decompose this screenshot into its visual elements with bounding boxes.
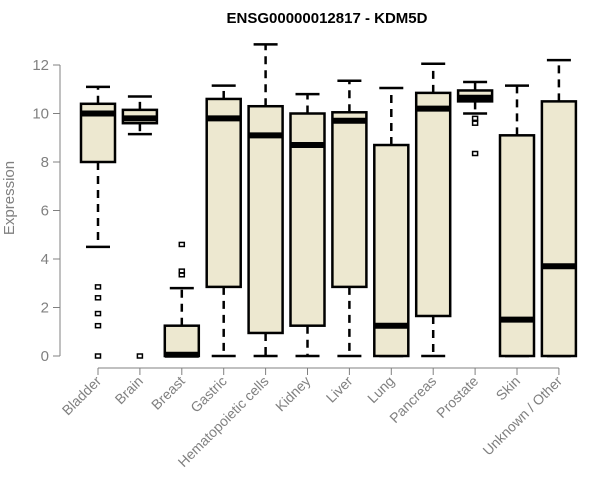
x-tick-label: Brain xyxy=(112,373,146,407)
box-pancreas xyxy=(414,62,452,358)
y-tick-label: 6 xyxy=(41,203,49,220)
x-tick-label: Bladder xyxy=(59,373,105,419)
x-tick-label: Prostate xyxy=(433,373,481,421)
box-breast xyxy=(163,241,201,358)
y-axis-label: Expression xyxy=(1,161,18,235)
outlier-point xyxy=(178,268,186,274)
box-kidney xyxy=(289,92,326,358)
box-bladder xyxy=(79,85,117,359)
x-tick-label: Pancreas xyxy=(386,373,439,426)
y-tick-label: 0 xyxy=(41,348,49,365)
y-tick-label: 12 xyxy=(32,57,49,74)
x-tick-label: Liver xyxy=(323,373,356,406)
outlier-point xyxy=(94,295,102,301)
box-iqr xyxy=(373,143,410,358)
outlier-point xyxy=(471,150,479,157)
box-skin xyxy=(498,84,536,358)
x-tick-label: Breast xyxy=(148,373,188,413)
outlier-point xyxy=(94,310,102,317)
x-tick-label: Unknown / Other xyxy=(479,373,565,459)
box-iqr xyxy=(247,104,284,335)
y-tick-label: 10 xyxy=(32,106,49,123)
box-prostate xyxy=(456,80,494,157)
box-iqr xyxy=(205,97,242,289)
box-iqr xyxy=(540,100,578,358)
x-tick-label: Skin xyxy=(493,373,524,404)
box-iqr xyxy=(414,91,452,318)
x-tick-label: Kidney xyxy=(272,373,314,415)
box-iqr xyxy=(163,324,201,358)
box-iqr xyxy=(331,111,368,289)
outlier-point xyxy=(471,115,479,122)
y-tick-label: 8 xyxy=(41,154,49,171)
box-liver xyxy=(331,79,368,358)
outlier-point xyxy=(136,353,144,359)
box-iqr xyxy=(498,134,536,358)
x-tick-label: Lung xyxy=(364,373,397,406)
box-brain xyxy=(121,95,159,359)
outlier-point xyxy=(94,284,102,290)
box-lung xyxy=(373,86,410,358)
box-unknown-other xyxy=(540,58,578,358)
outlier-point xyxy=(178,241,186,248)
outlier-point xyxy=(471,120,479,126)
y-axis: 0 2 4 6 8 10 12 xyxy=(32,57,61,365)
box-hematopoietic-cells xyxy=(247,43,284,358)
box-gastric xyxy=(205,84,242,358)
outlier-point xyxy=(94,353,102,359)
chart-title: ENSG00000012817 - KDM5D xyxy=(227,10,428,27)
outlier-point xyxy=(94,322,102,329)
y-tick-label: 2 xyxy=(41,300,49,317)
boxes xyxy=(79,43,578,359)
box-iqr xyxy=(289,112,326,327)
y-tick-label: 4 xyxy=(41,251,49,268)
